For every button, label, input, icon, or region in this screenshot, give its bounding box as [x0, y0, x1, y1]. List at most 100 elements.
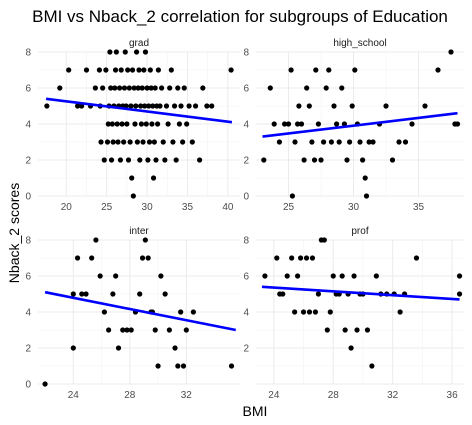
- data-point: [114, 49, 119, 54]
- data-point: [296, 103, 301, 108]
- data-point: [132, 121, 137, 126]
- data-point: [172, 345, 177, 350]
- y-tick-label: 2: [243, 344, 249, 355]
- data-point: [331, 103, 336, 108]
- x-tick-label: 25: [283, 202, 295, 213]
- data-point: [122, 85, 127, 90]
- y-tick-label: 8: [243, 236, 249, 247]
- data-point: [115, 121, 120, 126]
- data-point: [191, 309, 196, 314]
- data-point: [135, 139, 140, 144]
- data-point: [100, 85, 105, 90]
- data-point: [307, 309, 312, 314]
- y-tick-label: 4: [25, 308, 31, 319]
- data-point: [396, 139, 401, 144]
- data-point: [193, 103, 198, 108]
- data-point: [302, 157, 307, 162]
- data-point: [180, 139, 185, 144]
- data-point: [105, 139, 110, 144]
- data-point: [383, 103, 388, 108]
- data-point: [321, 139, 326, 144]
- data-point: [200, 85, 205, 90]
- data-point: [448, 49, 453, 54]
- data-point: [146, 255, 151, 260]
- data-point: [167, 85, 172, 90]
- y-tick-label: 2: [243, 156, 249, 167]
- x-tick-label: 40: [222, 202, 234, 213]
- x-tick-label: 30: [142, 202, 154, 213]
- data-point: [143, 237, 148, 242]
- data-point: [360, 157, 365, 162]
- data-point: [140, 85, 145, 90]
- data-point: [116, 345, 121, 350]
- data-point: [365, 327, 370, 332]
- data-point: [129, 175, 134, 180]
- data-point: [127, 85, 132, 90]
- data-point: [289, 255, 294, 260]
- data-point: [354, 327, 359, 332]
- x-tick-label: 25: [101, 202, 113, 213]
- data-point: [93, 85, 98, 90]
- data-point: [334, 121, 339, 126]
- chart-title: BMI vs Nback_2 correlation for subgroups…: [32, 7, 448, 26]
- data-point: [123, 49, 128, 54]
- data-point: [304, 85, 309, 90]
- data-point: [149, 121, 154, 126]
- data-point: [289, 67, 294, 72]
- y-tick-label: 4: [25, 120, 31, 131]
- data-point: [178, 103, 183, 108]
- data-point: [329, 139, 334, 144]
- data-point: [290, 193, 295, 198]
- data-point: [186, 103, 191, 108]
- data-point: [325, 327, 330, 332]
- data-point: [153, 85, 158, 90]
- data-point: [106, 327, 111, 332]
- data-point: [435, 67, 440, 72]
- data-point: [136, 67, 141, 72]
- x-tick-label: 32: [387, 390, 399, 401]
- data-point: [292, 139, 297, 144]
- x-tick-label: 35: [182, 202, 194, 213]
- data-point: [172, 103, 177, 108]
- data-point: [422, 103, 427, 108]
- data-point: [98, 273, 103, 278]
- data-point: [299, 121, 304, 126]
- data-point: [98, 139, 103, 144]
- data-point: [343, 327, 348, 332]
- data-point: [204, 103, 209, 108]
- data-point: [190, 139, 195, 144]
- data-point: [165, 121, 170, 126]
- data-point: [164, 103, 169, 108]
- data-point: [71, 345, 76, 350]
- regression-line: [262, 287, 460, 300]
- data-point: [107, 49, 112, 54]
- data-point: [175, 85, 180, 90]
- data-point: [274, 255, 279, 260]
- data-point: [177, 121, 182, 126]
- x-tick-label: 28: [124, 390, 136, 401]
- data-point: [339, 85, 344, 90]
- data-point: [280, 291, 285, 296]
- data-point: [370, 139, 375, 144]
- y-tick-label: 6: [243, 84, 249, 95]
- data-point: [145, 157, 150, 162]
- data-point: [307, 103, 312, 108]
- data-point: [117, 85, 122, 90]
- data-point: [139, 121, 144, 126]
- data-point: [84, 67, 89, 72]
- data-point: [125, 67, 130, 72]
- data-point: [151, 175, 156, 180]
- data-point: [364, 193, 369, 198]
- data-point: [124, 121, 129, 126]
- data-point: [357, 139, 362, 144]
- panel-grad: grad 20 25 30 35 40 0 2 4 6 8: [25, 38, 240, 213]
- data-point: [158, 273, 163, 278]
- data-point: [324, 85, 329, 90]
- data-point: [347, 139, 352, 144]
- data-point: [102, 157, 107, 162]
- data-point: [93, 237, 98, 242]
- data-point: [182, 85, 187, 90]
- data-point: [159, 85, 164, 90]
- data-point: [121, 139, 126, 144]
